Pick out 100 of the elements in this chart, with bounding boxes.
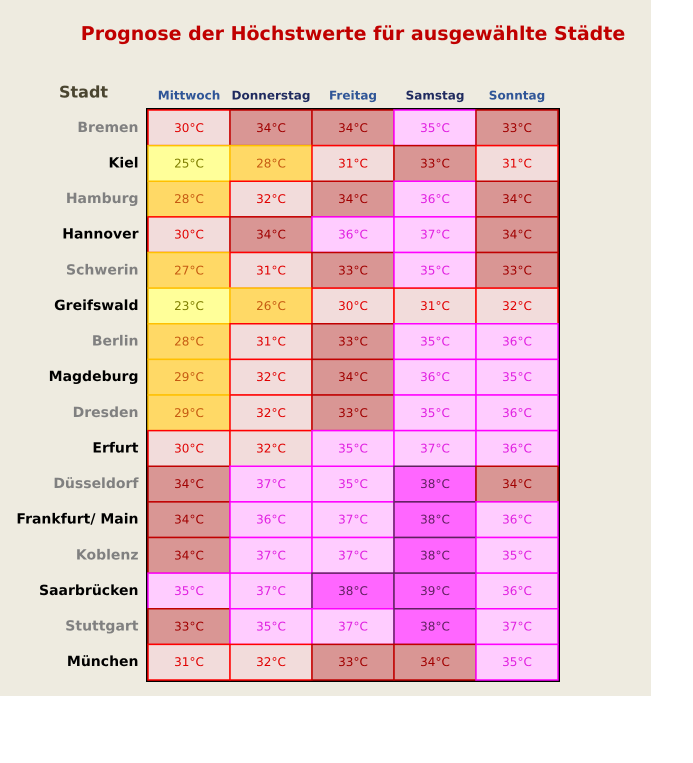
data-label: 27°C [174,263,204,278]
y-tick-label: Kiel [108,155,138,172]
data-label: 37°C [338,512,368,527]
y-tick-label: Bremen [77,120,138,136]
data-label: 36°C [502,441,532,456]
y-tick-label: Berlin [92,334,138,350]
y-tick-label: Hannover [62,226,139,243]
x-tick-label: Donnerstag [232,88,310,102]
x-tick-label: Freitag [328,88,378,102]
data-label: 30°C [338,298,368,313]
y-tick-label: Hamburg [66,191,138,208]
data-label: 35°C [502,370,532,384]
data-label: 38°C [420,477,450,492]
data-label: 30°C [174,441,204,456]
data-label: 36°C [502,406,532,420]
data-label: 37°C [420,228,450,242]
data-label: 36°C [420,192,450,206]
data-label: 37°C [256,584,286,598]
data-label: 30°C [174,120,204,135]
data-label: 31°C [174,655,204,670]
data-label: 33°C [420,156,450,170]
data-label: 35°C [174,584,204,598]
data-label: 34°C [256,120,286,135]
data-label: 35°C [502,655,532,670]
data-label: 34°C [502,192,532,206]
data-label: 34°C [338,370,368,384]
data-label: 35°C [502,548,532,562]
y-tick-label: Magdeburg [48,369,138,386]
data-label: 38°C [420,620,450,634]
data-label: 34°C [420,655,450,670]
data-label: 31°C [420,298,450,313]
data-label: 36°C [338,228,368,242]
chart-title: Prognose der Höchstwerte für ausgewählte Städte [80,23,626,45]
data-label: 32°C [256,655,286,670]
x-tick-label: Sonntag [488,88,546,102]
data-label: 36°C [420,370,450,384]
data-label: 35°C [256,620,286,634]
y-tick-label: Düsseldorf [53,476,140,492]
data-label: 38°C [420,512,450,527]
y-tick-label: Saarbrücken [39,582,138,599]
y-tick-label: Schwerin [66,262,138,278]
y-tick-label: Erfurt [92,440,139,456]
data-label: 31°C [338,156,368,170]
data-label: 37°C [420,441,450,456]
data-label: 35°C [420,406,450,420]
data-label: 23°C [174,298,204,313]
data-label: 37°C [502,620,532,634]
data-label: 34°C [174,548,204,562]
data-label: 36°C [502,512,532,527]
data-label: 32°C [256,406,286,420]
data-label: 25°C [174,156,204,170]
data-label: 33°C [338,406,368,420]
data-label: 29°C [174,370,204,384]
y-tick-label: Frankfurt/ Main [16,512,138,528]
data-label: 36°C [502,334,532,349]
data-label: 33°C [338,334,368,349]
data-label: 34°C [338,120,368,135]
y-tick-label: Greifswald [54,298,138,314]
data-label: 36°C [502,584,532,598]
data-label: 33°C [338,263,368,278]
data-label: 35°C [338,441,368,456]
data-label: 37°C [256,548,286,562]
x-tick-label: Mittwoch [158,88,220,102]
data-label: 33°C [502,263,532,278]
data-label: 39°C [420,584,450,598]
data-label: 32°C [502,298,532,313]
data-label: 38°C [338,584,368,598]
data-label: 38°C [420,548,450,562]
data-label: 34°C [174,512,204,527]
data-label: 32°C [256,441,286,456]
data-label: 31°C [256,263,286,278]
data-label: 30°C [174,228,204,242]
data-label: 28°C [174,334,204,349]
data-label: 34°C [256,228,286,242]
data-label: 34°C [502,477,532,492]
data-label: 33°C [502,120,532,135]
data-label: 36°C [256,512,286,527]
data-label: 31°C [502,156,532,170]
data-label: 34°C [338,192,368,206]
data-label: 35°C [420,120,450,135]
y-axis-title: Stadt [58,82,108,102]
data-label: 33°C [174,620,204,634]
data-label: 26°C [256,298,286,313]
data-label: 29°C [174,406,204,420]
data-label: 32°C [256,192,286,206]
data-label: 32°C [256,370,286,384]
data-label: 33°C [338,655,368,670]
data-label: 31°C [256,334,286,349]
data-label: 35°C [420,334,450,349]
data-label: 28°C [174,192,204,206]
data-label: 34°C [502,228,532,242]
data-label: 28°C [256,156,286,170]
x-tick-label: Samstag [406,88,464,102]
data-label: 35°C [338,477,368,492]
y-tick-label: Koblenz [76,547,138,564]
data-label: 37°C [338,620,368,634]
data-label: 37°C [256,477,286,492]
y-tick-label: München [66,654,138,670]
y-tick-label: Stuttgart [65,618,139,635]
y-tick-label: Dresden [72,404,138,421]
